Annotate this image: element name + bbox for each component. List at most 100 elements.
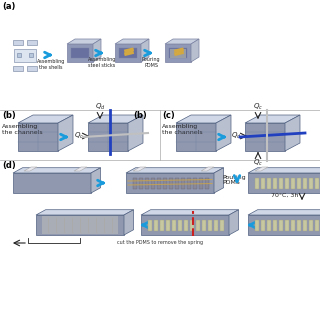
Polygon shape [297,220,301,231]
Polygon shape [216,115,231,151]
Polygon shape [279,220,283,231]
Polygon shape [248,210,320,215]
Text: $Q_d$: $Q_d$ [95,102,105,112]
Polygon shape [36,215,124,235]
Text: (b): (b) [2,111,16,120]
Polygon shape [191,39,199,62]
Polygon shape [190,220,194,231]
Text: $Q_c$: $Q_c$ [253,102,263,112]
Polygon shape [163,178,167,189]
Polygon shape [303,220,307,231]
Polygon shape [119,48,137,58]
Polygon shape [285,220,289,231]
Text: Assembling
the channels: Assembling the channels [2,124,43,135]
Polygon shape [291,178,295,189]
Polygon shape [199,178,203,189]
Text: (c): (c) [162,111,175,120]
Polygon shape [248,215,320,235]
Polygon shape [17,53,21,57]
Polygon shape [141,39,149,62]
Polygon shape [303,178,307,189]
Polygon shape [115,39,149,44]
Polygon shape [255,178,259,189]
Polygon shape [18,115,73,123]
Polygon shape [309,178,313,189]
Text: (b): (b) [133,111,147,120]
Polygon shape [309,220,313,231]
Polygon shape [205,178,209,189]
Polygon shape [14,49,36,61]
Polygon shape [133,167,146,171]
Polygon shape [27,66,37,70]
Polygon shape [67,39,101,44]
Polygon shape [151,178,155,189]
Polygon shape [187,178,191,189]
Polygon shape [248,168,320,173]
Polygon shape [261,220,265,231]
Polygon shape [273,220,277,231]
Polygon shape [27,39,37,44]
Text: $Q_d$: $Q_d$ [231,131,242,141]
Polygon shape [245,123,285,151]
Polygon shape [154,220,158,231]
Polygon shape [255,220,259,231]
Polygon shape [315,220,319,231]
Polygon shape [279,178,283,189]
Text: Assembling
the shells: Assembling the shells [37,59,65,70]
Text: 70°C, 3h: 70°C, 3h [271,193,299,198]
Polygon shape [267,220,271,231]
Polygon shape [261,178,265,189]
Polygon shape [133,178,137,189]
Polygon shape [141,215,229,235]
Polygon shape [202,220,206,231]
Polygon shape [115,44,141,62]
Polygon shape [165,39,199,44]
Polygon shape [214,168,224,193]
Polygon shape [58,115,73,151]
Polygon shape [255,167,268,171]
Text: Pouring
PDMS: Pouring PDMS [142,57,160,68]
Polygon shape [42,216,118,234]
Polygon shape [160,220,164,231]
Polygon shape [285,178,289,189]
Polygon shape [67,44,93,62]
Polygon shape [36,210,134,215]
Polygon shape [145,178,149,189]
Polygon shape [126,168,224,173]
Polygon shape [178,220,182,231]
Polygon shape [126,173,214,193]
Polygon shape [175,178,179,189]
Polygon shape [291,220,295,231]
Text: (a): (a) [2,2,15,11]
Polygon shape [214,220,218,231]
Polygon shape [13,39,23,44]
Polygon shape [315,178,319,189]
Polygon shape [169,48,187,58]
Polygon shape [91,168,100,193]
Text: Assembling
steel sticks: Assembling steel sticks [88,57,116,68]
Polygon shape [267,178,271,189]
Polygon shape [166,220,170,231]
Polygon shape [170,49,186,58]
Polygon shape [71,48,89,58]
Polygon shape [297,178,301,189]
Polygon shape [176,115,231,123]
Polygon shape [169,178,173,189]
Polygon shape [172,220,176,231]
Polygon shape [208,220,212,231]
Polygon shape [201,167,214,171]
Polygon shape [13,168,100,173]
Polygon shape [88,115,143,123]
Text: (d): (d) [2,161,16,170]
Polygon shape [248,173,320,193]
Polygon shape [220,220,224,231]
Polygon shape [184,220,188,231]
Polygon shape [139,178,143,189]
Polygon shape [273,178,277,189]
Text: $Q_c$: $Q_c$ [74,131,84,141]
Text: $Q_c$: $Q_c$ [253,158,263,168]
Text: cut the PDMS to remove the spring: cut the PDMS to remove the spring [117,240,203,245]
Polygon shape [245,115,300,123]
Polygon shape [18,123,58,151]
Polygon shape [13,66,23,70]
